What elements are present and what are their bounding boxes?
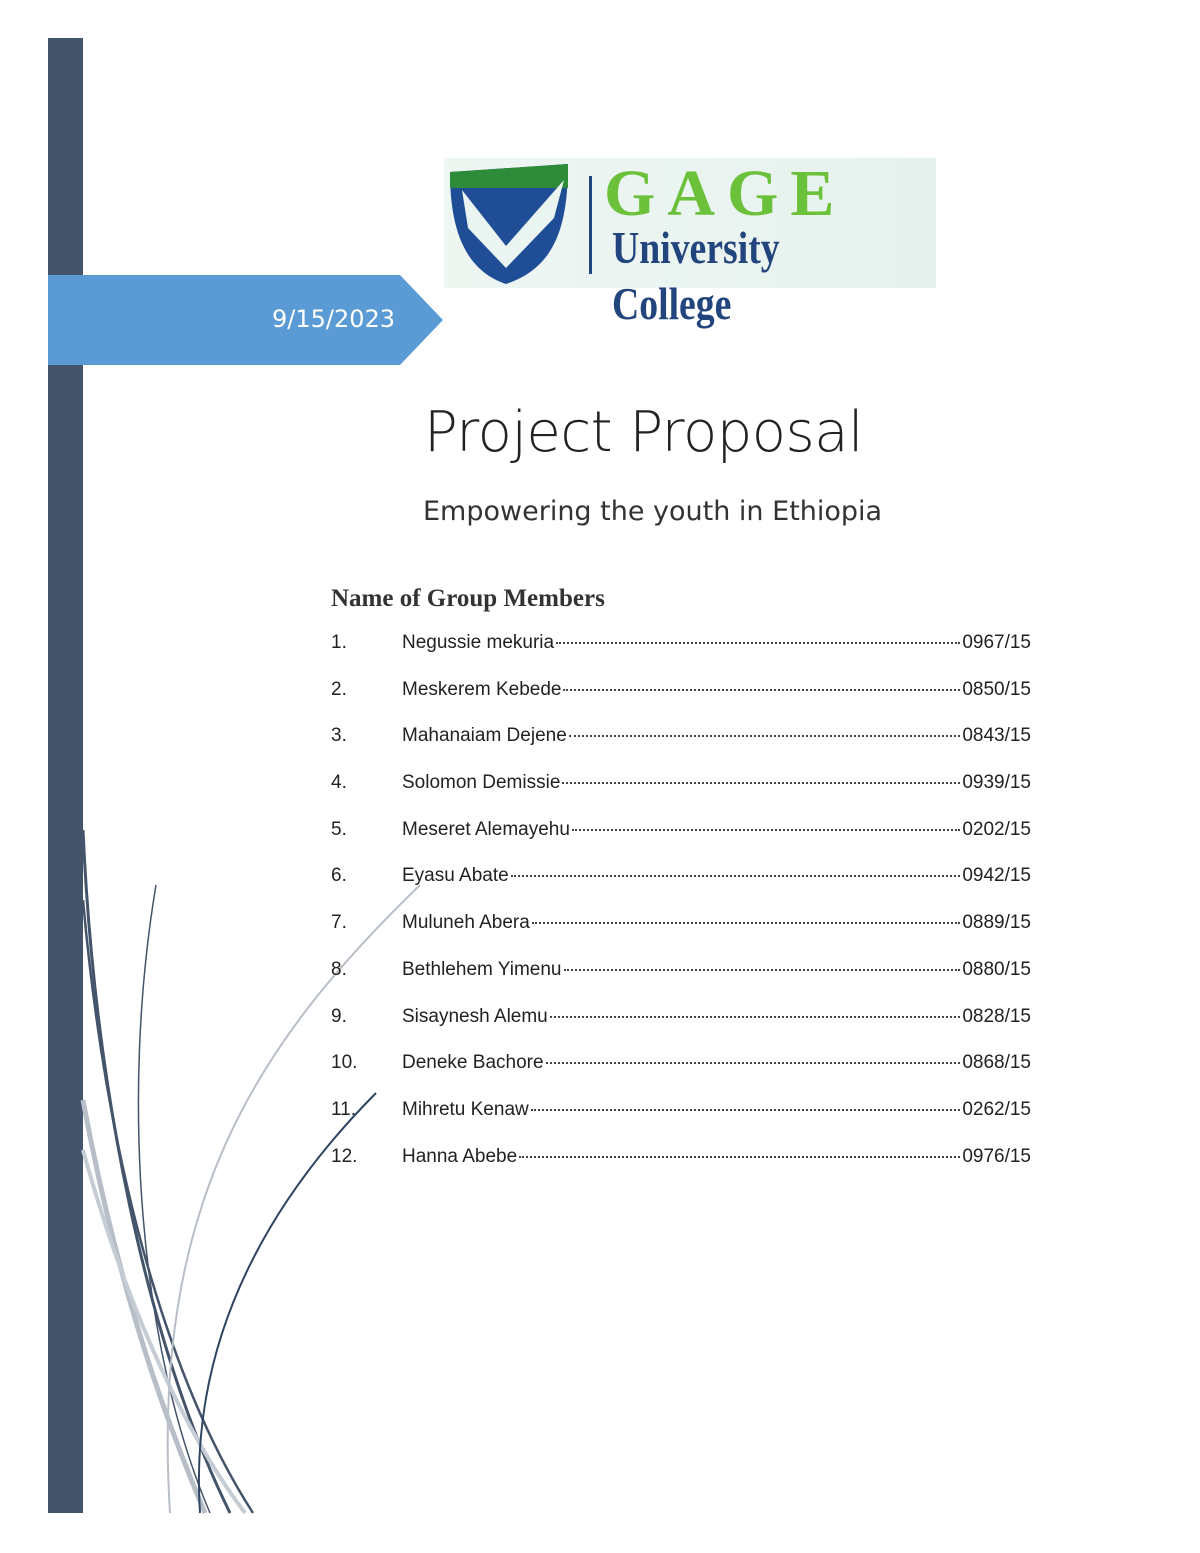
member-id: 0202/15 bbox=[962, 818, 1031, 840]
dot-leader bbox=[519, 1155, 961, 1158]
member-row: 8. Bethlehem Yimenu 0880/15 bbox=[331, 959, 1031, 1006]
member-id: 0880/15 bbox=[962, 958, 1031, 980]
member-id: 0889/15 bbox=[962, 912, 1031, 934]
page-subtitle: Empowering the youth in Ethiopia bbox=[423, 496, 883, 527]
page-title: Project Proposal bbox=[424, 400, 864, 465]
member-name: Mihretu Kenaw bbox=[402, 1098, 529, 1120]
member-name: Meseret Alemayehu bbox=[402, 818, 570, 840]
dot-leader bbox=[530, 1108, 961, 1111]
member-number: 3. bbox=[331, 725, 347, 747]
member-number: 9. bbox=[331, 1005, 347, 1027]
member-id: 0868/15 bbox=[962, 1052, 1031, 1074]
member-name: Sisaynesh Alemu bbox=[402, 1005, 548, 1027]
member-number: 10. bbox=[331, 1052, 358, 1074]
member-number: 8. bbox=[331, 958, 347, 980]
member-name: Meskerem Kebede bbox=[402, 678, 562, 700]
college-logo: GAGE University College bbox=[444, 157, 936, 329]
members-list: 1. Negussie mekuria 0967/15 2. Meskerem K… bbox=[331, 632, 1031, 1192]
member-number: 7. bbox=[331, 912, 347, 934]
member-number: 6. bbox=[331, 865, 347, 887]
member-name: Mahanaiam Dejene bbox=[402, 725, 567, 747]
dot-leader bbox=[571, 828, 961, 831]
dot-leader bbox=[545, 1062, 961, 1065]
member-row: 3. Mahanaiam Dejene 0843/15 bbox=[331, 725, 1031, 772]
logo-gage: GAGE bbox=[604, 157, 847, 230]
dot-leader bbox=[563, 968, 961, 971]
logo-divider bbox=[589, 176, 592, 274]
logo-university-college: University College bbox=[612, 222, 780, 329]
dot-leader bbox=[531, 922, 961, 925]
member-id: 0850/15 bbox=[962, 678, 1031, 700]
member-row: 2. Meskerem Kebede 0850/15 bbox=[331, 679, 1031, 726]
dot-leader bbox=[510, 875, 961, 878]
member-id: 0976/15 bbox=[962, 1145, 1031, 1167]
member-id: 0942/15 bbox=[962, 865, 1031, 887]
dot-leader bbox=[563, 688, 961, 691]
member-number: 11. bbox=[331, 1098, 357, 1120]
member-name: Eyasu Abate bbox=[402, 865, 509, 887]
date-text: 9/15/2023 bbox=[272, 305, 396, 333]
member-row: 1. Negussie mekuria 0967/15 bbox=[331, 632, 1031, 679]
member-id: 0843/15 bbox=[962, 725, 1031, 747]
member-name: Negussie mekuria bbox=[402, 632, 555, 653]
member-number: 2. bbox=[331, 678, 347, 700]
member-name: Deneke Bachore bbox=[402, 1052, 544, 1074]
date-banner bbox=[48, 275, 443, 365]
member-row: 12. Hanna Abebe 0976/15 bbox=[331, 1146, 1031, 1193]
member-id: 0967/15 bbox=[962, 632, 1031, 653]
member-row: 10. Deneke Bachore 0868/15 bbox=[331, 1052, 1031, 1099]
member-row: 7. Muluneh Abera 0889/15 bbox=[331, 912, 1031, 959]
member-number: 1. bbox=[331, 632, 347, 653]
member-id: 0828/15 bbox=[962, 1005, 1031, 1027]
member-name: Solomon Demissie bbox=[402, 772, 561, 794]
shield-check-icon bbox=[450, 164, 568, 284]
member-row: 4. Solomon Demissie 0939/15 bbox=[331, 772, 1031, 819]
member-row: 9. Sisaynesh Alemu 0828/15 bbox=[331, 1006, 1031, 1053]
member-row: 5. Meseret Alemayehu 0202/15 bbox=[331, 819, 1031, 866]
member-name: Muluneh Abera bbox=[402, 912, 530, 934]
dot-leader bbox=[562, 782, 961, 785]
member-id: 0262/15 bbox=[962, 1098, 1031, 1120]
members-heading: Name of Group Members bbox=[331, 585, 605, 612]
dot-leader bbox=[549, 1015, 961, 1018]
member-number: 4. bbox=[331, 772, 347, 794]
member-row: 11. Mihretu Kenaw 0262/15 bbox=[331, 1099, 1031, 1146]
dot-leader bbox=[556, 642, 961, 644]
member-number: 12. bbox=[331, 1145, 358, 1167]
member-name: Hanna Abebe bbox=[402, 1145, 518, 1167]
member-number: 5. bbox=[331, 818, 347, 840]
member-name: Bethlehem Yimenu bbox=[402, 958, 562, 980]
member-id: 0939/15 bbox=[962, 772, 1031, 794]
dot-leader bbox=[568, 735, 961, 738]
member-row: 6. Eyasu Abate 0942/15 bbox=[331, 865, 1031, 912]
